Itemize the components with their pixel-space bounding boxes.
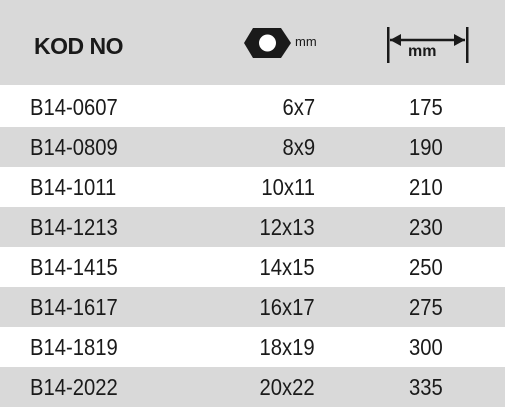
size-cell: 10x11: [261, 174, 315, 200]
table-row: B14-1213 12x13 230: [0, 207, 505, 247]
hex-nut-icon: [244, 28, 291, 58]
length-cell: 275: [409, 294, 443, 320]
hex-unit-label: mm: [295, 34, 317, 49]
length-cell: 335: [409, 374, 443, 400]
length-cell: 190: [409, 134, 443, 160]
table-header: KOD NO mm mm: [0, 0, 505, 85]
code-cell: B14-1011: [30, 174, 117, 200]
length-cell: 230: [409, 214, 443, 240]
table-row: B14-1819 18x19 300: [0, 327, 505, 367]
length-cell: 175: [409, 94, 443, 120]
length-cell: 250: [409, 254, 443, 280]
size-cell: 14x15: [259, 254, 315, 280]
length-unit-label: mm: [408, 43, 437, 60]
table-row: B14-1617 16x17 275: [0, 287, 505, 327]
hex-size-column-header: mm: [243, 26, 333, 60]
length-arrow-icon: [387, 27, 469, 63]
size-cell: 18x19: [259, 334, 315, 360]
table-row: B14-0607 6x7 175: [0, 87, 505, 127]
code-cell: B14-2022: [30, 374, 118, 400]
code-cell: B14-1819: [30, 334, 118, 360]
size-cell: 8x9: [282, 134, 315, 160]
code-cell: B14-0607: [30, 94, 118, 120]
size-cell: 20x22: [259, 374, 315, 400]
code-cell: B14-1213: [30, 214, 118, 240]
code-column-header: KOD NO: [34, 33, 124, 59]
length-cell: 210: [409, 174, 443, 200]
length-column-header: mm: [386, 26, 472, 66]
table-row: B14-1011 10x11 210: [0, 167, 505, 207]
size-cell: 6x7: [282, 94, 315, 120]
size-cell: 12x13: [259, 214, 315, 240]
size-cell: 16x17: [259, 294, 315, 320]
length-cell: 300: [409, 334, 443, 360]
table-row: B14-1415 14x15 250: [0, 247, 505, 287]
table-row: B14-2022 20x22 335: [0, 367, 505, 407]
code-cell: B14-1617: [30, 294, 118, 320]
code-cell: B14-1415: [30, 254, 118, 280]
code-cell: B14-0809: [30, 134, 118, 160]
table-row: B14-0809 8x9 190: [0, 127, 505, 167]
